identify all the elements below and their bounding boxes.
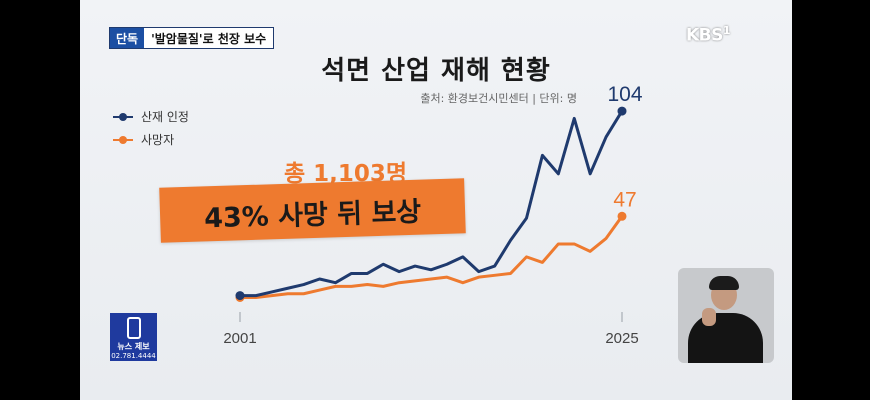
channel-number: 1 [722,24,731,37]
series-line-0 [240,110,624,298]
line-chart: 2001 2025 47 104 [223,83,643,347]
sign-language-interpreter [678,268,774,363]
series-start-point-0 [235,291,245,301]
legend-marker-navy [113,112,133,121]
phone-icon [126,317,141,339]
legend-item-series-0: 산재 인정 [113,108,189,125]
kbs-logo-text: KBS [685,25,723,46]
series-end-label-1: 47 [613,188,636,211]
interpreter-hair [709,276,739,290]
series-end-point-1 [617,211,627,221]
legend-marker-orange [113,135,133,144]
legend-label-series-0: 산재 인정 [141,110,189,124]
news-tip-label: 뉴스 제보 [117,342,150,351]
interpreter-body [688,313,763,363]
kbs-logo: KBS1 [685,24,731,46]
x-tick-label-1: 2025 [605,330,638,347]
news-tip-badge: 뉴스 제보 02.781.4444 [110,313,157,361]
chart-title: 석면 산업 재해 현황 [321,56,551,86]
broadcast-screen: 단독 '발암물질'로 천장 보수 KBS1 석면 산업 재해 현황 출처: 환경… [80,0,792,400]
headline-text: '발암물질'로 천장 보수 [144,28,274,48]
news-topbar: 단독 '발암물질'로 천장 보수 [109,27,275,49]
series-end-point-0 [617,106,627,116]
chart-legend: 산재 인정 사망자 [113,108,189,154]
series-end-label-0: 104 [607,83,642,106]
legend-item-series-1: 사망자 [113,131,189,148]
news-tip-phone: 02.781.4444 [111,352,156,360]
x-tick-label-0: 2001 [223,330,256,347]
highlight-text: 43% 사망 뒤 보상 [203,196,422,235]
interpreter-hand [702,308,716,326]
source-note: 출처: 환경보건시민센터 | 단위: 명 [420,92,577,105]
series-line-1 [240,215,624,299]
highlight-box: 43% 사망 뒤 보상 [159,178,466,243]
exclusive-tag: 단독 [110,28,145,48]
legend-label-series-1: 사망자 [141,133,175,147]
